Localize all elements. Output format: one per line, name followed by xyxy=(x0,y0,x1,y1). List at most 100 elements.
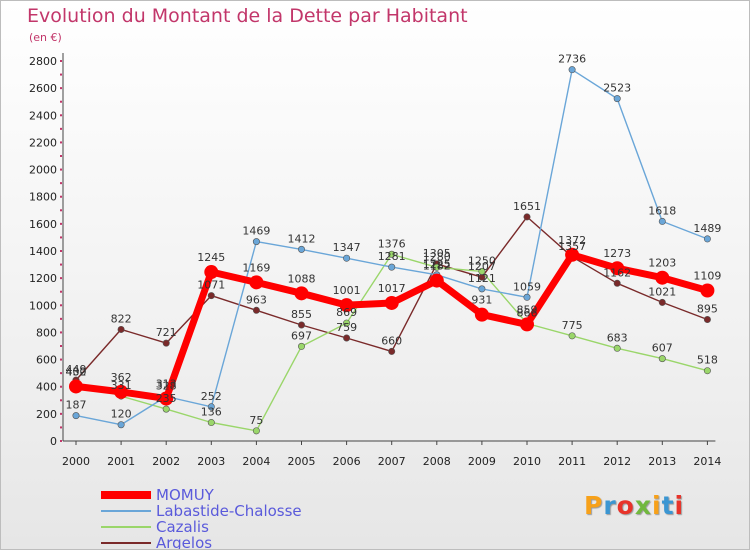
legend-label-cazalis: Cazalis xyxy=(156,518,209,536)
y-minor-tick xyxy=(60,73,62,76)
data-point-cazalis xyxy=(703,367,711,375)
value-label-cazalis: 697 xyxy=(291,329,312,342)
logo-letter: P xyxy=(584,491,604,520)
data-point-argelos xyxy=(388,347,396,355)
value-label-cazalis: 607 xyxy=(652,342,673,355)
value-label-argelos: 822 xyxy=(111,312,132,325)
y-minor-tick xyxy=(60,250,62,252)
value-label-cazalis: 235 xyxy=(156,392,177,405)
y-minor-tick xyxy=(60,304,62,307)
data-point-cazalis xyxy=(478,267,486,275)
legend-label-momuy: MOMUY xyxy=(156,486,214,504)
value-label-cazalis: 866 xyxy=(517,306,538,319)
value-label-momuy: 859 xyxy=(517,303,538,316)
legend-swatch-labastide-chalosse xyxy=(101,510,151,512)
x-axis-ticks: 2000 2001 2002 2003 2004 2005 2006 2007 2008 2009… xyxy=(62,441,721,468)
value-label-labastide-chalosse: 1225 xyxy=(423,258,451,271)
x-tick-label: 2014 xyxy=(693,455,721,468)
y-tick-label: 600 xyxy=(36,354,57,367)
value-label-cazalis: 683 xyxy=(607,331,628,344)
logo-letter: r xyxy=(603,491,617,520)
y-minor-tick xyxy=(60,155,62,157)
value-label-argelos: 1305 xyxy=(423,247,451,260)
legend-item-argelos: Argelos xyxy=(101,534,361,550)
value-label-momuy: 1001 xyxy=(333,284,361,297)
value-label-cazalis: 1376 xyxy=(378,237,406,250)
value-label-argelos: 660 xyxy=(381,334,402,347)
value-label-argelos: 1021 xyxy=(648,285,676,298)
y-minor-tick xyxy=(60,127,62,130)
x-tick-label: 2006 xyxy=(333,455,361,468)
legend-swatch-cazalis xyxy=(101,526,151,528)
legend-item-labastide-chalosse: Labastide-Chalosse xyxy=(101,502,361,520)
value-label-labastide-chalosse: 2736 xyxy=(558,53,586,66)
logo-letter: x xyxy=(634,491,652,520)
logo-letter: i xyxy=(674,491,685,520)
value-label-argelos: 1071 xyxy=(197,279,225,292)
legend-swatch-momuy xyxy=(101,491,151,499)
data-point-cazalis xyxy=(343,319,351,327)
value-label-labastide-chalosse: 1618 xyxy=(648,204,676,217)
y-axis-ticks: 0 200 400 600 800 1000 1200 1400 1600 1800 2000 220… xyxy=(29,55,57,448)
y-minor-tick xyxy=(60,345,62,347)
data-point-labastide-chalosse xyxy=(568,66,576,74)
value-label-labastide-chalosse: 2523 xyxy=(603,82,631,95)
y-minor-tick xyxy=(60,263,62,266)
value-label-cazalis: 518 xyxy=(697,354,718,367)
legend-label-argelos: Argelos xyxy=(156,534,213,550)
value-label-labastide-chalosse: 1469 xyxy=(242,225,270,238)
y-minor-tick xyxy=(60,60,62,62)
data-point-labastide-chalosse xyxy=(252,238,260,246)
x-tick-label: 2010 xyxy=(513,455,541,468)
value-label-cazalis: 136 xyxy=(201,406,222,419)
data-point-labastide-chalosse xyxy=(613,95,621,103)
value-label-argelos: 855 xyxy=(291,308,312,321)
data-point-labastide-chalosse xyxy=(388,263,396,271)
x-tick-label: 2002 xyxy=(152,455,180,468)
value-label-labastide-chalosse: 1059 xyxy=(513,280,541,293)
data-point-argelos xyxy=(297,321,305,329)
chart-subtitle: (en €) xyxy=(29,31,62,44)
y-tick-label: 1600 xyxy=(29,218,57,231)
y-minor-tick xyxy=(60,399,62,402)
legend-item-cazalis: Cazalis xyxy=(101,518,361,536)
proxiti-logo: Proxiti xyxy=(584,491,684,520)
data-point-cazalis xyxy=(433,263,441,271)
legend-swatch-argelos xyxy=(101,542,151,544)
logo-letter: t xyxy=(661,491,675,520)
y-minor-tick xyxy=(60,412,62,415)
y-tick-label: 0 xyxy=(50,435,57,448)
y-minor-tick xyxy=(60,440,62,442)
y-minor-tick xyxy=(60,168,62,171)
y-minor-tick xyxy=(60,100,62,103)
y-minor-tick xyxy=(60,277,62,280)
value-label-momuy: 1203 xyxy=(648,257,676,270)
value-label-argelos: 963 xyxy=(246,293,267,306)
x-tick-label: 2001 xyxy=(107,455,135,468)
data-point-momuy xyxy=(69,379,83,394)
data-point-cazalis xyxy=(388,250,396,258)
data-point-momuy xyxy=(655,270,670,285)
value-label-labastide-chalosse: 1489 xyxy=(693,222,721,235)
value-labels: 449 822 721 1071 963 855 759 660 1305 1207 1651 135… xyxy=(66,53,722,427)
legend-item-momuy: MOMUY xyxy=(101,486,361,504)
x-tick-label: 2005 xyxy=(288,455,316,468)
data-point-argelos xyxy=(252,306,260,314)
value-label-argelos: 721 xyxy=(156,326,177,339)
x-tick-label: 2012 xyxy=(603,455,631,468)
value-label-cazalis: 775 xyxy=(562,319,583,332)
value-label-momuy: 1273 xyxy=(603,247,631,260)
y-tick-label: 1000 xyxy=(29,299,57,312)
data-point-labastide-chalosse xyxy=(343,254,351,262)
data-point-argelos xyxy=(523,213,531,221)
value-label-argelos: 895 xyxy=(697,303,718,316)
data-point-cazalis xyxy=(162,405,170,413)
data-point-argelos xyxy=(343,334,351,342)
data-point-momuy xyxy=(249,275,264,290)
y-minor-tick xyxy=(60,331,62,334)
value-label-cazalis: 1250 xyxy=(468,254,496,267)
data-point-momuy xyxy=(294,286,309,301)
data-point-argelos xyxy=(117,325,125,333)
y-minor-tick xyxy=(60,385,62,388)
data-point-momuy xyxy=(159,391,174,406)
